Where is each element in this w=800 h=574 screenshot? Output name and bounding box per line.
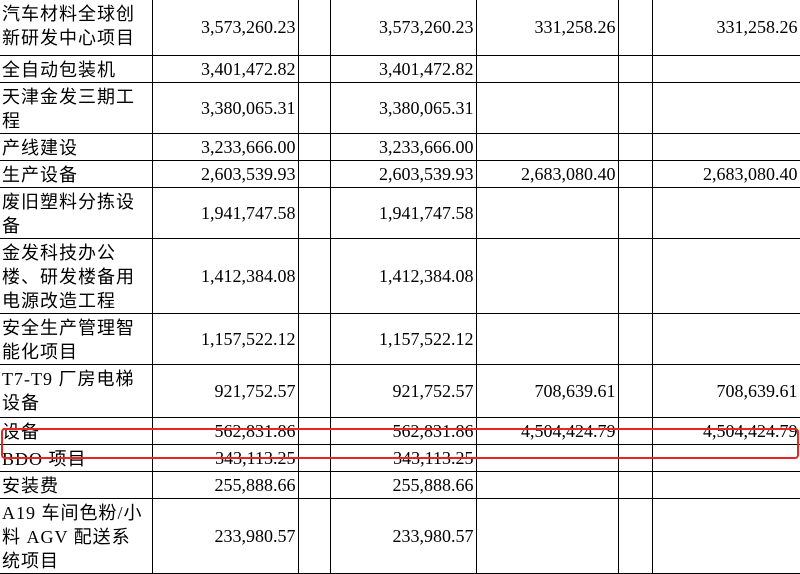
- amount-cell: 3,380,065.31: [329, 82, 477, 134]
- item-name: A19 车间色粉/小料 AGV 配送系统项目: [0, 498, 153, 574]
- empty-cell: [297, 160, 331, 188]
- empty-cell: [297, 471, 331, 499]
- empty-cell: [297, 498, 331, 574]
- table-row: 安全生产管理智能化项目 1,157,522.12 1,157,522.12: [0, 313, 800, 365]
- amount-cell: 3,573,260.23: [329, 0, 477, 56]
- empty-cell: [617, 187, 653, 239]
- amount-cell: 2,683,080.40: [651, 160, 800, 188]
- item-name: T7-T9 厂房电梯设备: [0, 364, 153, 418]
- empty-cell: [297, 187, 331, 239]
- amount-cell: 708,639.61: [651, 364, 800, 418]
- table-row: 安装费 255,888.66 255,888.66: [0, 471, 800, 499]
- empty-cell: [617, 498, 653, 574]
- table-row: 废旧塑料分拣设备 1,941,747.58 1,941,747.58: [0, 187, 800, 239]
- amount-cell: 1,412,384.08: [151, 238, 299, 314]
- amount-cell: 331,258.26: [475, 0, 619, 56]
- item-name: 生产设备: [0, 160, 153, 188]
- amount-cell: 921,752.57: [151, 364, 299, 418]
- item-name: 全自动包装机: [0, 55, 153, 83]
- highlight-box: [1, 428, 799, 459]
- amount-cell: 1,157,522.12: [151, 313, 299, 365]
- amount-cell: 1,412,384.08: [329, 238, 477, 314]
- empty-cell: [617, 160, 653, 188]
- amount-cell: [475, 187, 619, 239]
- empty-cell: [297, 238, 331, 314]
- amount-cell: [651, 498, 800, 574]
- amount-cell: 255,888.66: [151, 471, 299, 499]
- amount-cell: 2,603,539.93: [151, 160, 299, 188]
- amount-cell: [475, 133, 619, 161]
- table-row: A19 车间色粉/小料 AGV 配送系统项目 233,980.57 233,980.…: [0, 498, 800, 574]
- empty-cell: [297, 364, 331, 418]
- item-name: 废旧塑料分拣设备: [0, 187, 153, 239]
- amount-cell: 3,380,065.31: [151, 82, 299, 134]
- amount-cell: 708,639.61: [475, 364, 619, 418]
- amount-cell: [651, 313, 800, 365]
- empty-cell: [297, 82, 331, 134]
- empty-cell: [297, 133, 331, 161]
- amount-cell: [475, 498, 619, 574]
- amount-cell: 331,258.26: [651, 0, 800, 56]
- amount-cell: [475, 55, 619, 83]
- amount-cell: [651, 133, 800, 161]
- amount-cell: [651, 55, 800, 83]
- amount-cell: [475, 471, 619, 499]
- amount-cell: 4,504,424.79: [651, 417, 800, 445]
- table-row: T7-T9 厂房电梯设备 921,752.57 921,752.57 708,639.…: [0, 364, 800, 418]
- table-row: 汽车材料全球创新研发中心项目 3,573,260.23 3,573,260.23 33…: [0, 0, 800, 56]
- item-name: 产线建设: [0, 133, 153, 161]
- table-row: 生产设备 2,603,539.93 2,603,539.93 2,683,080.40…: [0, 160, 800, 188]
- table-row: 产线建设 3,233,666.00 3,233,666.00: [0, 133, 800, 161]
- amount-cell: 562,831.86: [329, 417, 477, 445]
- item-name: 汽车材料全球创新研发中心项目: [0, 0, 153, 56]
- amount-cell: 3,401,472.82: [329, 55, 477, 83]
- amount-cell: 233,980.57: [329, 498, 477, 574]
- empty-cell: [617, 82, 653, 134]
- amount-cell: 255,888.66: [329, 471, 477, 499]
- amount-cell: 1,157,522.12: [329, 313, 477, 365]
- amount-cell: 3,233,666.00: [151, 133, 299, 161]
- empty-cell: [297, 55, 331, 83]
- amount-cell: 2,603,539.93: [329, 160, 477, 188]
- amount-cell: [475, 313, 619, 365]
- amount-cell: [651, 238, 800, 314]
- amount-cell: 3,573,260.23: [151, 0, 299, 56]
- amount-cell: [475, 82, 619, 134]
- table-row: 天津金发三期工程 3,380,065.31 3,380,065.31: [0, 82, 800, 134]
- amount-cell: [475, 238, 619, 314]
- amount-cell: [651, 187, 800, 239]
- item-name: 天津金发三期工程: [0, 82, 153, 134]
- amount-cell: 3,233,666.00: [329, 133, 477, 161]
- table-row: 全自动包装机 3,401,472.82 3,401,472.82: [0, 55, 800, 83]
- amount-cell: 1,941,747.58: [329, 187, 477, 239]
- empty-cell: [617, 364, 653, 418]
- empty-cell: [297, 0, 331, 56]
- item-name: 安全生产管理智能化项目: [0, 313, 153, 365]
- item-name: 设备: [0, 417, 153, 445]
- empty-cell: [617, 238, 653, 314]
- amount-cell: 1,941,747.58: [151, 187, 299, 239]
- amount-cell: 3,401,472.82: [151, 55, 299, 83]
- item-name: 金发科技办公楼、研发楼备用电源改造工程: [0, 238, 153, 314]
- empty-cell: [617, 471, 653, 499]
- amount-cell: [651, 82, 800, 134]
- amount-cell: 233,980.57: [151, 498, 299, 574]
- amount-cell: 2,683,080.40: [475, 160, 619, 188]
- empty-cell: [617, 0, 653, 56]
- empty-cell: [617, 133, 653, 161]
- empty-cell: [297, 313, 331, 365]
- amount-cell: 562,831.86: [151, 417, 299, 445]
- empty-cell: [617, 55, 653, 83]
- amount-cell: [651, 471, 800, 499]
- table-row: 金发科技办公楼、研发楼备用电源改造工程 1,412,384.08 1,412,384…: [0, 238, 800, 314]
- item-name: 安装费: [0, 471, 153, 499]
- amount-cell: 921,752.57: [329, 364, 477, 418]
- empty-cell: [617, 313, 653, 365]
